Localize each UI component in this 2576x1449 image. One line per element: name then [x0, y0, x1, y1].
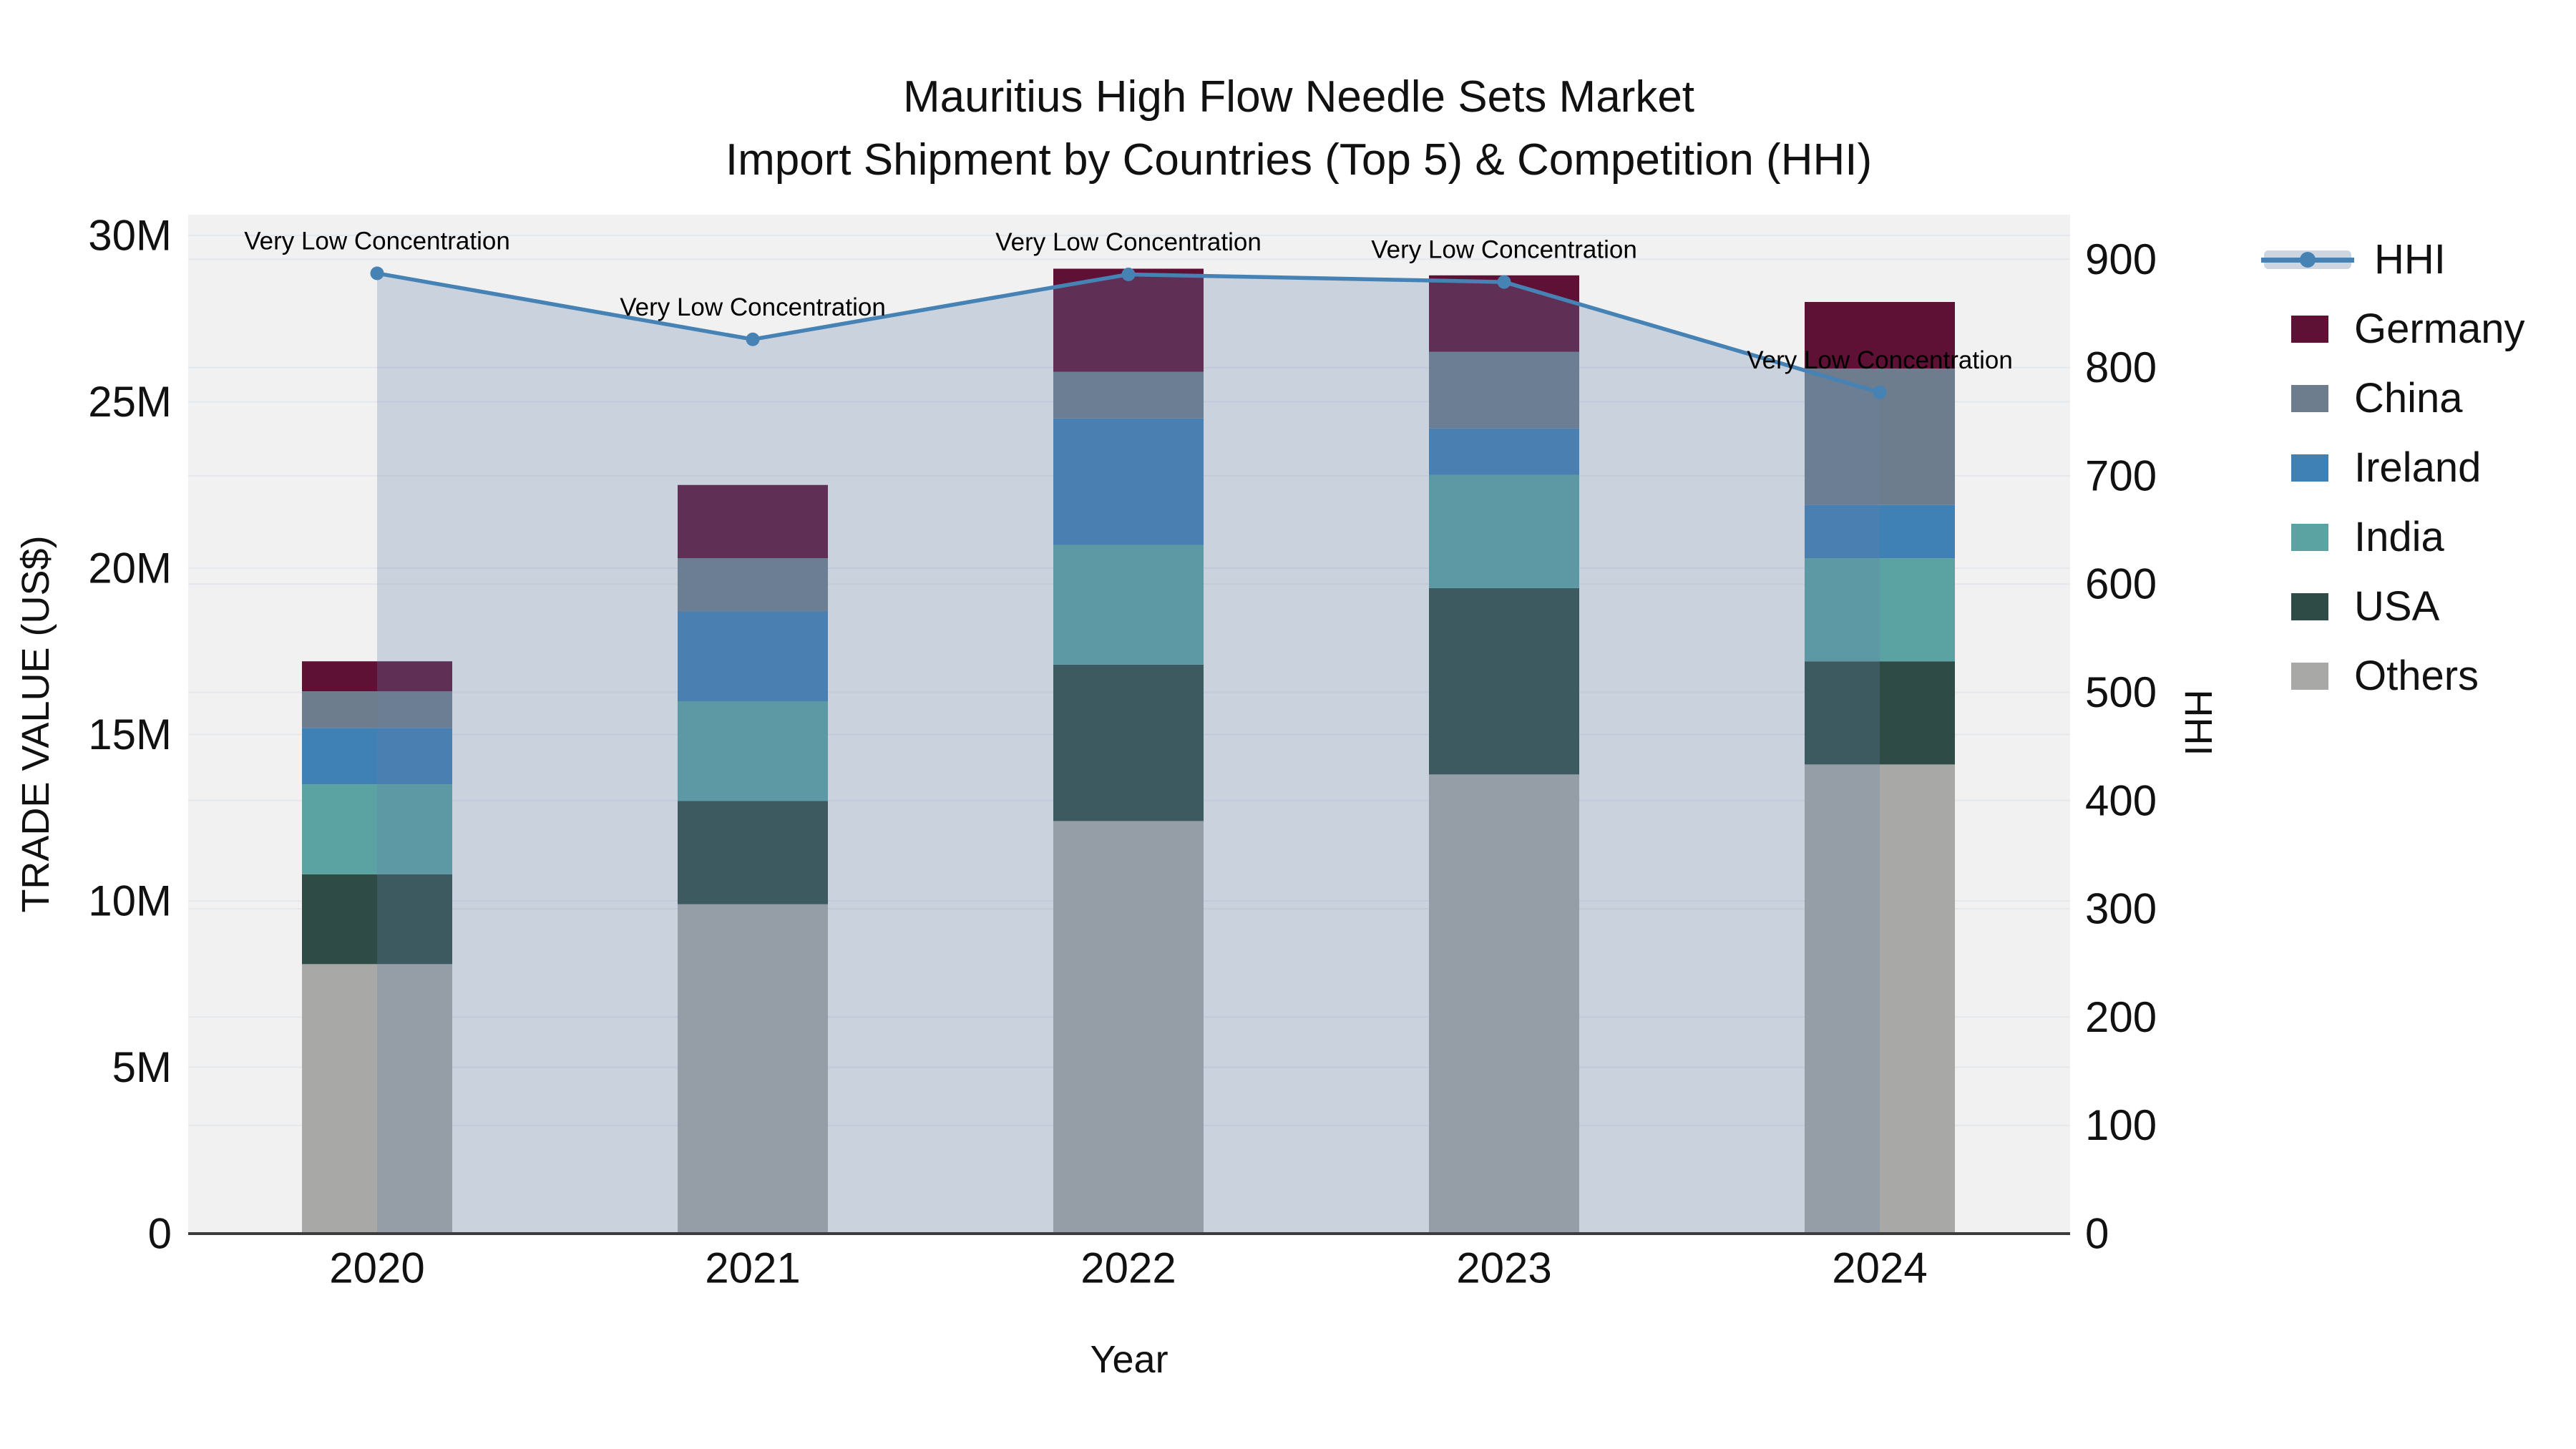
bar-segment-usa-2023 [1429, 587, 1579, 775]
y-tick-left-20M: 20M [88, 545, 172, 592]
legend-label-hhi: HHI [2374, 236, 2446, 283]
legend-swatch-india [2291, 523, 2328, 551]
chart-title: Mauritius High Flow Needle Sets Market I… [726, 66, 1872, 192]
bar-segment-others-2021 [678, 904, 828, 1234]
bar-segment-india-2020 [302, 784, 452, 874]
annotation-very-low-concentration-2020: Very Low Concentration [244, 227, 510, 255]
legend-item-china[interactable]: China [2261, 364, 2525, 433]
legend-item-india[interactable]: India [2261, 502, 2525, 572]
x-tick-2021: 2021 [705, 1244, 800, 1292]
legend: HHI Germany China Ireland India USA Others [2261, 225, 2525, 711]
legend-item-hhi[interactable]: HHI [2261, 225, 2525, 294]
legend-item-ireland[interactable]: Ireland [2261, 433, 2525, 502]
legend-swatch-usa [2291, 592, 2328, 620]
y-tick-left-0: 0 [148, 1210, 172, 1258]
y-tick-right-700: 700 [2085, 452, 2157, 499]
legend-item-germany[interactable]: Germany [2261, 294, 2525, 364]
x-tick-2022: 2022 [1080, 1244, 1176, 1292]
x-tick-2024: 2024 [1832, 1244, 1927, 1292]
bar-segment-india-2024 [1805, 558, 1955, 662]
bar-segment-germany-2024 [1805, 302, 1955, 369]
annotation-very-low-concentration-2023: Very Low Concentration [1371, 236, 1637, 264]
bar-segment-ireland-2021 [678, 611, 828, 701]
bar-segment-india-2023 [1429, 474, 1579, 588]
legend-label-usa: USA [2354, 583, 2440, 630]
bar-segment-germany-2022 [1053, 268, 1204, 372]
chart-title-line2: Import Shipment by Countries (Top 5) & C… [725, 135, 1873, 185]
hhi-area-fill [377, 273, 1880, 1234]
y-tick-right-0: 0 [2085, 1210, 2109, 1258]
bar-segment-usa-2024 [1805, 661, 1955, 765]
bar-segment-ireland-2020 [302, 728, 452, 785]
x-axis-title: Year [1090, 1338, 1169, 1381]
y-tick-right-500: 500 [2085, 668, 2157, 716]
legend-swatch-ireland [2291, 454, 2328, 482]
bar-segment-india-2021 [678, 701, 828, 801]
y-tick-right-600: 600 [2085, 560, 2157, 608]
y-tick-right-400: 400 [2085, 776, 2157, 824]
bar-segment-others-2023 [1429, 774, 1579, 1234]
x-tick-2020: 2020 [329, 1244, 424, 1292]
chart-title-line1: Mauritius High Flow Needle Sets Market [902, 72, 1695, 122]
bar-segment-usa-2022 [1053, 664, 1204, 821]
legend-label-ireland: Ireland [2354, 444, 2482, 491]
bar-segment-usa-2021 [678, 801, 828, 904]
bar-segment-usa-2020 [302, 874, 452, 965]
hhi-marker-2020 [370, 266, 384, 280]
y-tick-left-10M: 10M [88, 877, 172, 925]
bar-segment-china-2021 [678, 558, 828, 612]
y-tick-left-30M: 30M [88, 212, 172, 260]
annotation-very-low-concentration-2022: Very Low Concentration [995, 228, 1262, 256]
y-tick-right-800: 800 [2085, 343, 2157, 391]
y-tick-right-100: 100 [2085, 1101, 2157, 1149]
legend-item-usa[interactable]: USA [2261, 572, 2525, 641]
legend-item-others[interactable]: Others [2261, 641, 2525, 711]
hhi-marker-2022 [1121, 267, 1136, 281]
bar-segment-ireland-2024 [1805, 504, 1955, 559]
y-tick-left-5M: 5M [112, 1043, 172, 1091]
bar-segment-india-2022 [1053, 545, 1204, 665]
y-tick-left-25M: 25M [88, 378, 172, 426]
legend-swatch-others [2291, 662, 2328, 690]
bar-segment-china-2023 [1429, 351, 1579, 429]
y-tick-right-300: 300 [2085, 885, 2157, 933]
bar-segment-others-2022 [1053, 821, 1204, 1234]
y-tick-right-200: 200 [2085, 993, 2157, 1041]
hhi-marker-2024 [1873, 385, 1887, 399]
bar-segment-ireland-2023 [1429, 428, 1579, 475]
annotation-very-low-concentration-2021: Very Low Concentration [620, 293, 886, 321]
bar-segment-others-2020 [302, 964, 452, 1234]
legend-label-india: India [2354, 514, 2444, 560]
bar-segment-germany-2020 [302, 661, 452, 692]
annotation-very-low-concentration-2024: Very Low Concentration [1747, 346, 2013, 374]
bar-segment-china-2020 [302, 691, 452, 728]
legend-swatch-germany [2291, 315, 2328, 343]
hhi-line-sample-icon [2261, 245, 2354, 274]
legend-label-china: China [2354, 375, 2463, 421]
bar-segment-others-2024 [1805, 764, 1955, 1234]
y-tick-right-900: 900 [2085, 235, 2157, 283]
legend-label-germany: Germany [2354, 306, 2525, 352]
y-axis-title-left: TRADE VALUE (US$) [14, 535, 57, 913]
bar-segment-germany-2021 [678, 484, 828, 559]
bar-segment-ireland-2022 [1053, 418, 1204, 545]
bar-segment-china-2022 [1053, 371, 1204, 419]
x-tick-2023: 2023 [1456, 1244, 1551, 1292]
hhi-marker-2023 [1497, 275, 1511, 289]
y-axis-title-right: HHI [2177, 689, 2220, 756]
legend-swatch-china [2291, 384, 2328, 412]
y-tick-left-15M: 15M [88, 711, 172, 758]
hhi-marker-2021 [746, 332, 760, 346]
legend-label-others: Others [2354, 653, 2479, 699]
